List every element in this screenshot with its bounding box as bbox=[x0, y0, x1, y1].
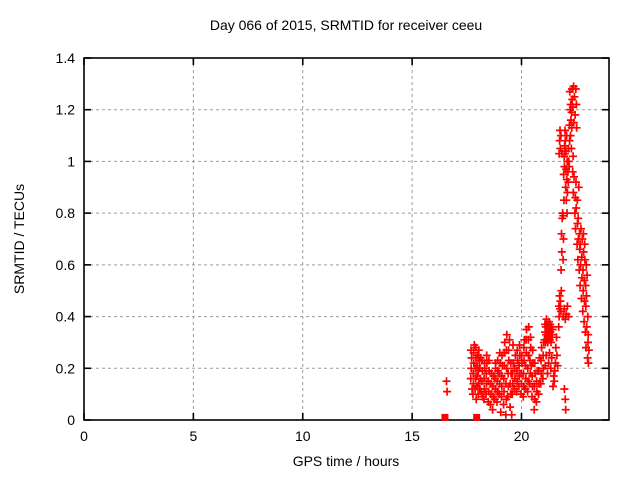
y-tick-label: 0.2 bbox=[56, 360, 76, 376]
plot-border bbox=[83, 57, 610, 421]
y-tick-label: 0.4 bbox=[56, 309, 76, 325]
series-srmtid-zero-flags-square-marker bbox=[441, 413, 449, 421]
tick-labels: 0 5 10 15 20 0 0.2 0.4 0.6 0.8 1 1.2 1.4 bbox=[56, 50, 530, 444]
data-points bbox=[441, 82, 593, 421]
y-tick-label: 0.6 bbox=[56, 257, 76, 273]
series-srmtid-zero-flags-square-marker bbox=[473, 413, 481, 421]
y-axis-label: SRMTID / TECUs bbox=[11, 184, 27, 294]
series-srmtid-plus-markers bbox=[442, 82, 593, 419]
x-tick-label: 20 bbox=[514, 428, 530, 444]
chart-title: Day 066 of 2015, SRMTID for receiver cee… bbox=[210, 17, 482, 33]
x-tick-label: 5 bbox=[189, 428, 197, 444]
x-axis-label: GPS time / hours bbox=[293, 453, 400, 469]
y-tick-label: 1 bbox=[67, 153, 75, 169]
y-tick-label: 0 bbox=[67, 412, 75, 428]
y-tick-label: 0.8 bbox=[56, 205, 76, 221]
x-tick-label: 10 bbox=[295, 428, 311, 444]
y-tick-label: 1.4 bbox=[56, 50, 76, 66]
y-tick-label: 1.2 bbox=[56, 102, 76, 118]
x-tick-label: 0 bbox=[80, 428, 88, 444]
x-tick-label: 15 bbox=[404, 428, 420, 444]
